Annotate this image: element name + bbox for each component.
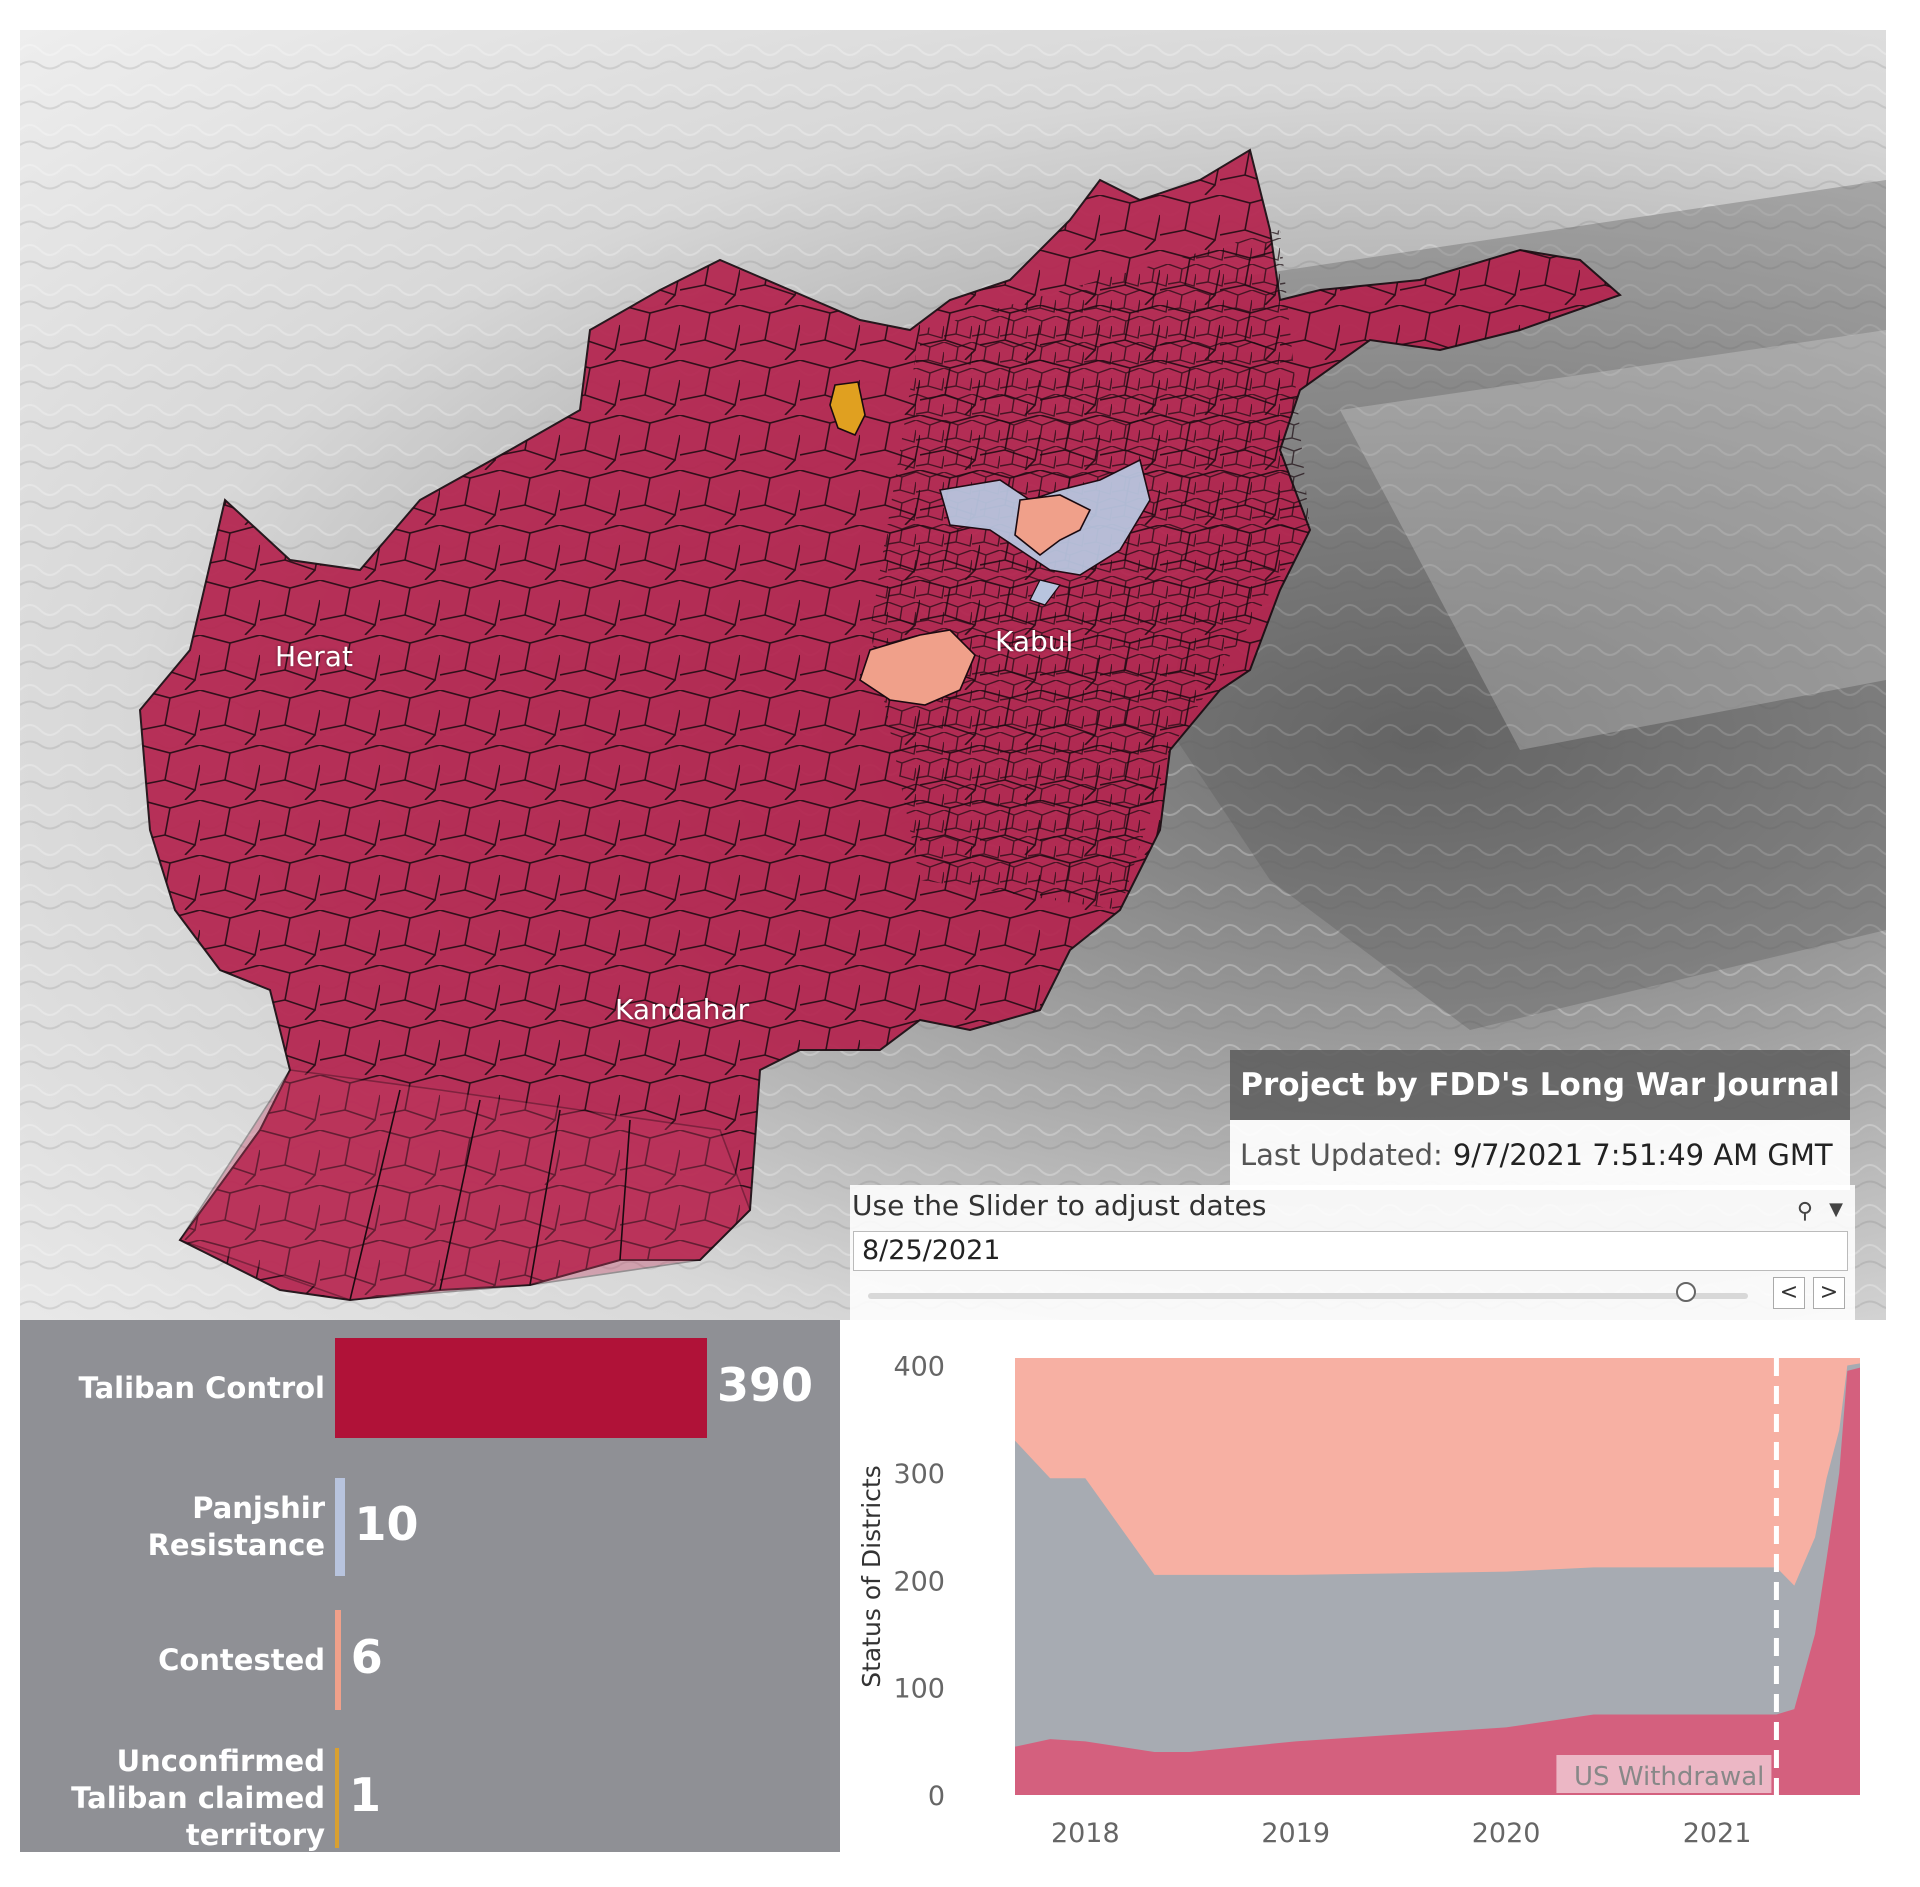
bar-label-line: Panjshir (192, 1491, 325, 1525)
city-label-herat: Herat (275, 640, 353, 673)
bar-label-1: Panjshir Resistance (148, 1490, 325, 1564)
bar-label-2: Contested (158, 1642, 325, 1679)
terrain-basemap (20, 30, 1886, 1320)
afghanistan-territory (138, 148, 1622, 1302)
y-tick-label: 300 (893, 1459, 945, 1490)
y-tick-label: 400 (893, 1352, 945, 1383)
slider-prev-button[interactable]: < (1773, 1277, 1805, 1309)
y-axis-label: Status of Districts (857, 1465, 886, 1687)
bar-value-1: 10 (354, 1497, 419, 1551)
slider-date-value[interactable]: 8/25/2021 (853, 1231, 1848, 1271)
bar-2[interactable] (335, 1610, 341, 1710)
slider-next-button[interactable]: > (1813, 1277, 1845, 1309)
districts-over-time-chart: 0 100 200 300 400 2018 2019 2020 2021 Status of D… (840, 1320, 1886, 1860)
area-series-1[interactable] (1015, 1363, 1860, 1795)
bar-0[interactable] (335, 1338, 707, 1438)
x-tick-label: 2019 (1261, 1818, 1330, 1849)
bar-label-0: Taliban Control (79, 1370, 325, 1407)
slider-handle[interactable] (1676, 1282, 1697, 1302)
city-label-kabul: Kabul (995, 625, 1074, 658)
us-withdrawal-label: US Withdrawal (1574, 1762, 1764, 1792)
bar-value-0: 390 (717, 1358, 814, 1412)
x-tick-label: 2018 (1051, 1818, 1120, 1849)
city-label-kandahar: Kandahar (615, 993, 750, 1026)
date-slider-panel: Use the Slider to adjust dates ⚲ ▼ 8/25/… (850, 1185, 1855, 1320)
bar-value-2: 6 (350, 1630, 383, 1684)
contested-area-north (1014, 494, 1092, 557)
annotation-background (1556, 1755, 1772, 1793)
area-chart-svg: 0 100 200 300 400 2018 2019 2020 2021 Status of D… (857, 1352, 1860, 1849)
bar-label-line: Taliban Control (78, 1370, 325, 1405)
last-updated-value: 9/7/2021 7:51:49 AM GMT (1452, 1138, 1833, 1172)
bar-3[interactable] (335, 1748, 339, 1848)
district-control-map[interactable]: Herat Kabul Kandahar (20, 30, 1886, 1320)
district-status-bars: Taliban Control 390 Panjshir Resistance 10 Co… (20, 1320, 840, 1852)
bar-label-line: Taliban claimed (71, 1780, 325, 1815)
bar-label-line: Contested (158, 1642, 325, 1677)
last-updated: Last Updated: 9/7/2021 7:51:49 AM GMT (1230, 1120, 1850, 1190)
slider-label: Use the Slider to adjust dates (852, 1189, 1267, 1222)
x-tick-label: 2020 (1472, 1818, 1541, 1849)
search-icon[interactable]: ⚲ (1796, 1199, 1813, 1224)
chevron-down-icon[interactable]: ▼ (1829, 1199, 1843, 1220)
y-tick-label: 200 (893, 1566, 945, 1597)
contested-area-central (859, 629, 976, 706)
bar-value-3: 1 (349, 1768, 382, 1822)
last-updated-label: Last Updated: (1240, 1138, 1443, 1172)
project-credit: Project by FDD's Long War Journal (1230, 1050, 1850, 1120)
bar-label-line: territory (185, 1817, 325, 1852)
y-tick-label: 100 (893, 1674, 945, 1705)
unconfirmed-area (829, 381, 866, 437)
bar-label-line: Resistance (147, 1528, 325, 1562)
x-tick-label: 2021 (1683, 1818, 1752, 1849)
bar-label-line: Unconfirmed (116, 1743, 325, 1778)
slider-track[interactable] (868, 1293, 1748, 1299)
y-tick-label: 0 (928, 1781, 945, 1812)
bar-label-3: Unconfirmed Taliban claimed territory (71, 1743, 325, 1854)
bar-1[interactable] (335, 1478, 345, 1576)
